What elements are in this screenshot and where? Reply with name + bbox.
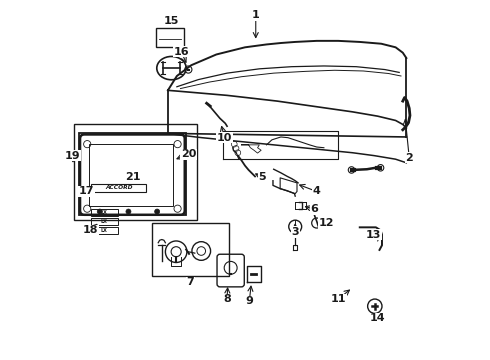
Bar (156, 28, 184, 47)
Bar (91, 210, 118, 216)
Text: ACCORD: ACCORD (105, 185, 132, 190)
Text: 18: 18 (83, 225, 98, 235)
Bar (89, 144, 173, 206)
Text: 14: 14 (370, 313, 386, 323)
Text: 20: 20 (181, 149, 196, 159)
Text: LX: LX (101, 219, 108, 224)
Bar (79, 133, 186, 215)
Text: 15: 15 (164, 17, 179, 27)
Circle shape (377, 165, 384, 171)
Text: 16: 16 (173, 46, 189, 57)
Text: 4: 4 (313, 186, 320, 197)
Text: 6: 6 (311, 204, 319, 215)
Text: 1: 1 (252, 10, 260, 20)
Text: 21: 21 (125, 172, 141, 182)
Text: 10: 10 (217, 133, 232, 143)
Text: 11: 11 (330, 294, 346, 304)
Text: 3: 3 (292, 227, 299, 237)
Circle shape (97, 209, 102, 214)
Circle shape (348, 167, 355, 173)
Text: 19: 19 (64, 150, 80, 161)
Circle shape (155, 209, 160, 214)
Bar (152, 223, 229, 276)
Text: 7: 7 (187, 277, 195, 287)
Bar (91, 184, 147, 192)
Text: 2: 2 (405, 153, 413, 163)
Text: LX: LX (101, 210, 108, 215)
Text: 5: 5 (258, 172, 266, 182)
Bar (91, 227, 118, 234)
Text: 8: 8 (223, 294, 231, 304)
Text: 17: 17 (79, 186, 94, 197)
Text: 13: 13 (366, 230, 381, 239)
Text: 9: 9 (245, 296, 253, 306)
Text: LX: LX (101, 228, 108, 233)
Circle shape (126, 209, 131, 214)
Bar (74, 124, 197, 220)
Bar (91, 219, 118, 225)
Text: 12: 12 (318, 218, 334, 228)
